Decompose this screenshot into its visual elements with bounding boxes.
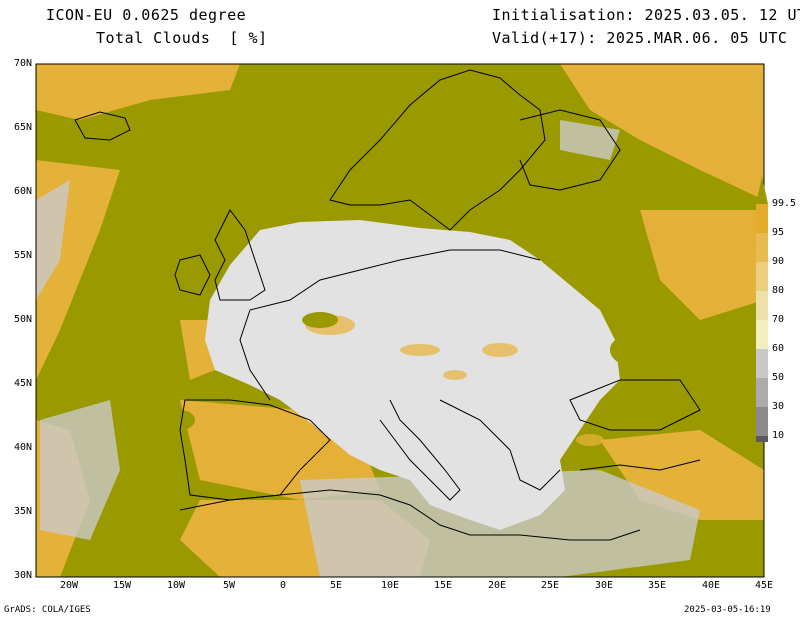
- colorbar-label: 70: [772, 314, 785, 325]
- footer-credit: GrADS: COLA/IGES: [4, 605, 91, 615]
- lon-label: 45E: [754, 580, 774, 591]
- clear-region: [205, 220, 620, 530]
- model-title: ICON-EU 0.0625 degree: [46, 6, 247, 24]
- colorbar-box: [756, 320, 768, 349]
- lat-label: 35N: [13, 506, 32, 517]
- colorbar-label: 60: [772, 343, 785, 354]
- lat-label: 55N: [13, 250, 32, 261]
- lat-label: 30N: [13, 570, 32, 581]
- colorbar-label: 80: [772, 285, 785, 296]
- colorbar-box: [756, 262, 768, 291]
- colorbar-label: 10: [772, 430, 785, 441]
- lat-label: 50N: [13, 314, 32, 325]
- lon-label: 5W: [222, 580, 236, 591]
- lat-label: 40N: [13, 442, 32, 453]
- lon-label: 5E: [329, 580, 343, 591]
- colorbar-box: [756, 378, 768, 407]
- lon-label: 35E: [647, 580, 667, 591]
- lon-label: 25E: [540, 580, 560, 591]
- colorbar-label: 30: [772, 401, 785, 412]
- colorbar-box: [756, 436, 768, 442]
- colorbar-label: 95: [772, 227, 785, 238]
- lon-label: 20E: [487, 580, 507, 591]
- colorbar-box: [756, 407, 768, 436]
- colorbar: [756, 176, 768, 442]
- initialisation-time: Initialisation: 2025.03.05. 12 UTC: [492, 6, 800, 24]
- colorbar-box: [756, 349, 768, 378]
- lon-label: 40E: [701, 580, 721, 591]
- lon-label: 30E: [594, 580, 614, 591]
- colorbar-label: 99.5: [772, 198, 797, 209]
- lon-label: 10W: [166, 580, 186, 591]
- lon-label: 20W: [59, 580, 79, 591]
- lon-label: 0: [279, 580, 287, 591]
- coastlines: [74, 69, 701, 541]
- lat-label: 60N: [13, 186, 32, 197]
- colorbar-box: [756, 291, 768, 320]
- lon-label: 15E: [433, 580, 453, 591]
- lat-label: 70N: [13, 58, 32, 69]
- lat-label: 45N: [13, 378, 32, 389]
- colorbar-label: 90: [772, 256, 785, 267]
- colorbar-top-triangle: [756, 176, 768, 204]
- valid-time: Valid(+17): 2025.MAR.06. 05 UTC: [492, 29, 788, 47]
- colorbar-box: [756, 233, 768, 262]
- footer-timestamp: 2025-03-05-16:19: [684, 605, 771, 615]
- variable-title: Total Clouds [ %]: [96, 29, 268, 47]
- lat-label: 65N: [13, 122, 32, 133]
- lon-label: 10E: [380, 580, 400, 591]
- lon-label: 15W: [112, 580, 132, 591]
- colorbar-label: 50: [772, 372, 785, 383]
- colorbar-box: [756, 204, 768, 233]
